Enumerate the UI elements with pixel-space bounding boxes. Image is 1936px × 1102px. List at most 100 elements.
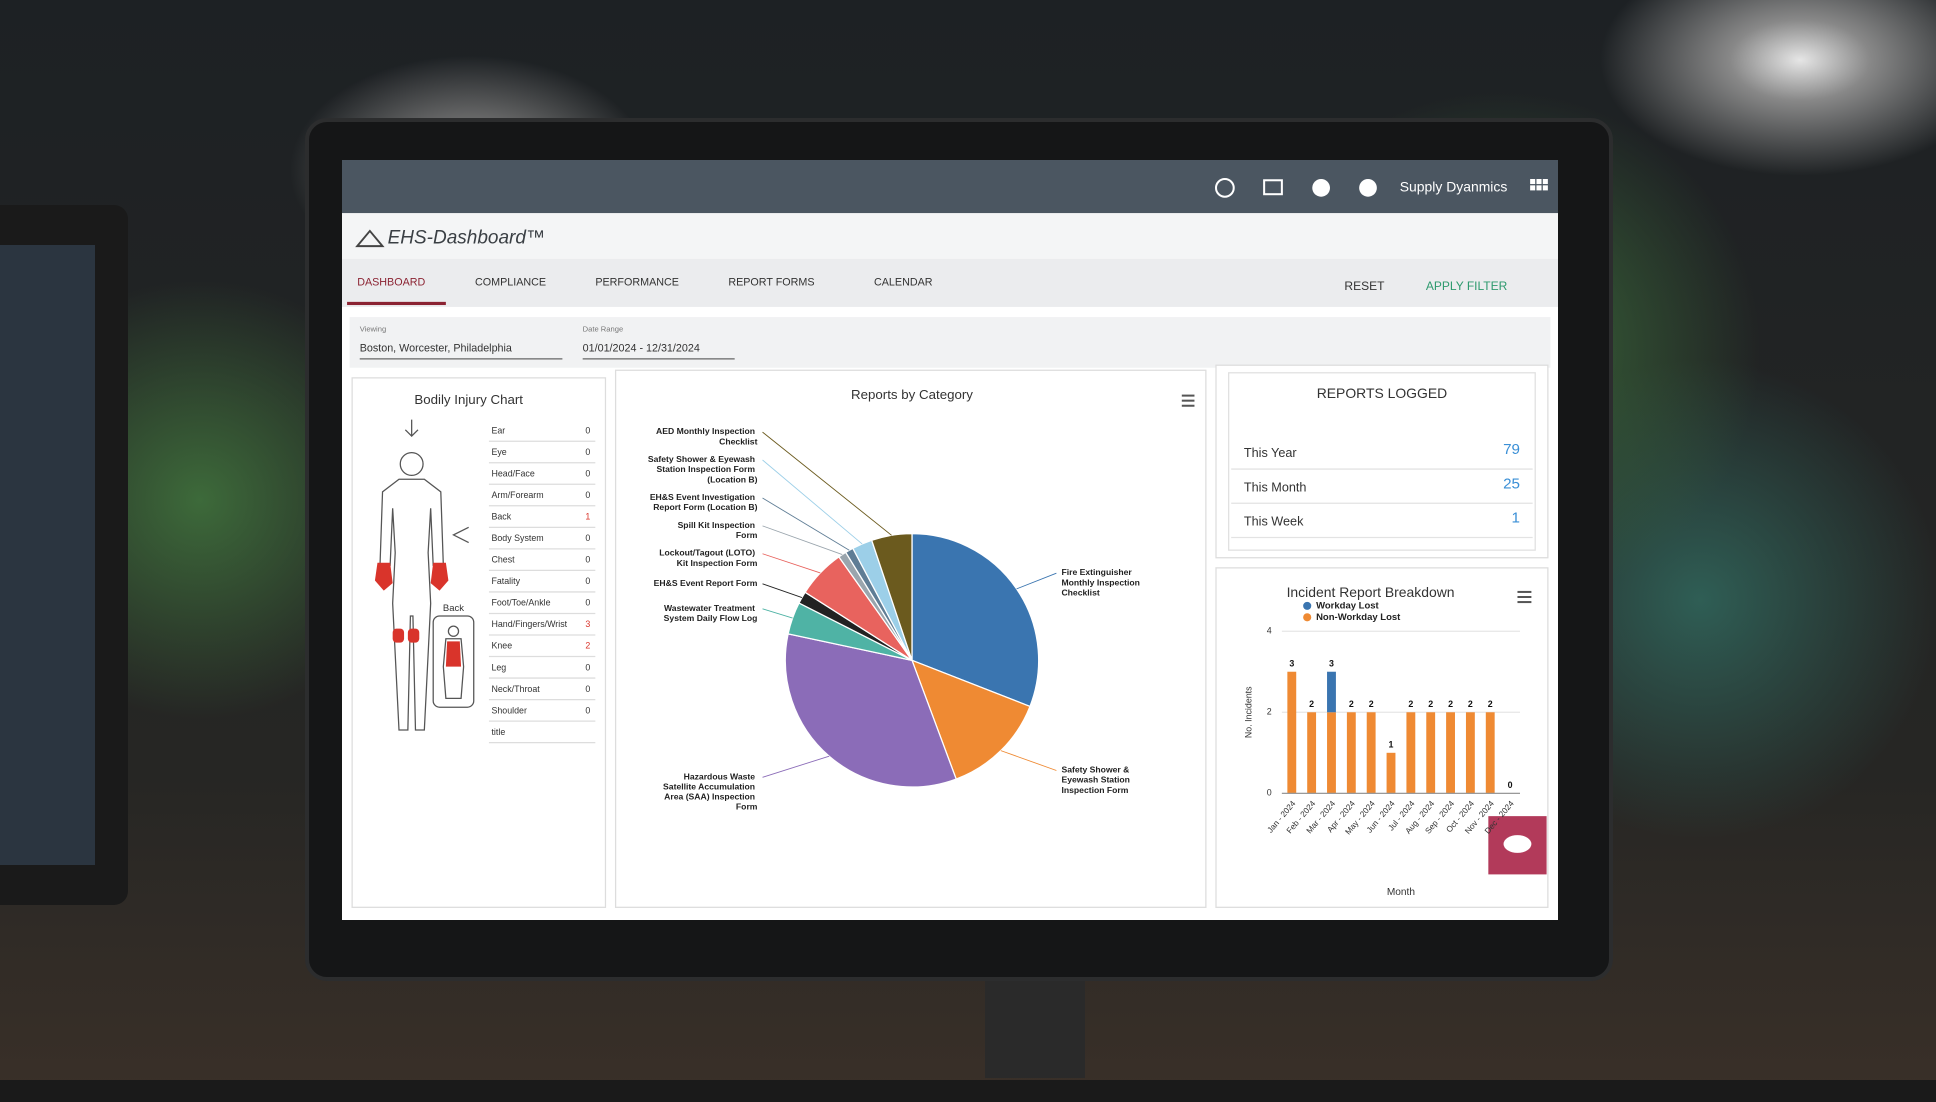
bar-segment <box>1446 712 1455 794</box>
reports-title: REPORTS LOGGED <box>1317 385 1447 401</box>
reports-box <box>1228 372 1536 551</box>
body-part-count: 0 <box>585 576 590 586</box>
bar-segment <box>1346 712 1356 794</box>
x-axis-label: Month <box>1387 887 1415 898</box>
back-label: Back <box>443 603 464 614</box>
stack-label: 1 <box>1389 740 1394 750</box>
body-part-label: Head/Face <box>491 468 534 478</box>
report-period: This Month <box>1244 480 1307 494</box>
nav-tab[interactable]: DASHBOARD <box>357 277 425 289</box>
brand-logo <box>355 229 385 248</box>
nav-tab[interactable]: COMPLIANCE <box>475 277 546 289</box>
side-monitor <box>0 205 128 905</box>
body-injury-marks <box>374 562 462 667</box>
body-part-count: 0 <box>585 555 590 565</box>
bar-segment <box>1307 712 1317 794</box>
stack-label: 2 <box>1448 699 1453 709</box>
top-bar <box>342 160 1558 214</box>
bar-segment <box>1287 671 1297 794</box>
body-panel <box>351 377 607 908</box>
stack-label: 2 <box>1369 699 1374 709</box>
body-part-label: Chest <box>491 555 515 565</box>
folder-icon[interactable] <box>1263 179 1283 196</box>
stack-label: 2 <box>1408 699 1413 709</box>
legend-swatch <box>1303 601 1312 610</box>
body-part-count: 1 <box>585 512 590 522</box>
y-tick-label: 0 <box>1267 788 1272 798</box>
pie-label: Safety Shower & Eyewash Station Inspecti… <box>1061 765 1132 795</box>
user-name[interactable]: Supply Dyanmics <box>1400 179 1508 195</box>
pie-label: Hazardous Waste Satellite Accumulation A… <box>663 772 758 812</box>
bar-segment <box>1327 671 1336 713</box>
pie-leader <box>762 755 830 778</box>
brand-row <box>342 213 1558 259</box>
legend-label[interactable]: Workday Lost <box>1316 600 1379 611</box>
nav-tab[interactable]: PERFORMANCE <box>595 277 679 289</box>
side-screen <box>0 245 95 865</box>
pie-label: EH&S Event Investigation Report Form (Lo… <box>650 492 758 512</box>
body-part-label: Leg <box>491 662 506 672</box>
report-count: 25 <box>1503 475 1520 492</box>
add-icon[interactable] <box>1214 177 1235 198</box>
body-part-count: 0 <box>585 425 590 435</box>
filter-label: Viewing <box>360 325 386 334</box>
reports-panel <box>1215 364 1549 559</box>
body-part-label: Arm/Forearm <box>491 490 543 500</box>
active-tab-underline <box>347 301 446 306</box>
y-tick-label: 4 <box>1267 626 1272 636</box>
pie-label: Spill Kit Inspection Form <box>678 520 758 540</box>
legend-label[interactable]: Non-Workday Lost <box>1316 612 1401 623</box>
chat-icon <box>1503 835 1532 853</box>
stack-label: 3 <box>1329 658 1334 668</box>
body-part-count: 0 <box>585 598 590 608</box>
nav-tab[interactable]: REPORT FORMS <box>728 277 814 289</box>
pie-label: Wastewater Treatment System Daily Flow L… <box>664 603 758 623</box>
y-tick-label: 2 <box>1267 707 1272 717</box>
pie-leader <box>1000 750 1057 771</box>
stack-label: 2 <box>1349 699 1354 709</box>
filter-value[interactable]: 01/01/2024 - 12/31/2024 <box>583 343 700 355</box>
bar-segment <box>1386 752 1396 794</box>
body-part-count: 2 <box>585 641 590 651</box>
pie-leader <box>762 459 863 545</box>
pie-leader <box>762 497 850 551</box>
filter-value[interactable]: Boston, Worcester, Philadelphia <box>360 343 512 355</box>
pie-leader <box>762 583 803 599</box>
apps-icon[interactable] <box>1530 179 1548 191</box>
filter-row <box>349 317 1551 368</box>
stack-label: 2 <box>1488 699 1493 709</box>
body-chart-title: Bodily Injury Chart <box>414 392 523 407</box>
body-part-label: title <box>491 727 505 737</box>
body-part-count: 0 <box>585 684 590 694</box>
account-icon[interactable] <box>1359 179 1377 197</box>
body-part-label: Shoulder <box>491 705 527 715</box>
body-part-label: Fatality <box>491 576 520 586</box>
report-period: This Week <box>1244 515 1304 529</box>
report-period: This Year <box>1244 446 1297 460</box>
bar-segment <box>1406 712 1416 794</box>
report-count: 79 <box>1503 441 1520 458</box>
nav-tab[interactable]: CALENDAR <box>874 277 933 289</box>
pie-slice <box>784 633 957 788</box>
stack-label: 0 <box>1508 780 1513 790</box>
body-part-count: 0 <box>585 662 590 672</box>
pie-label: AED Monthly Inspection Checklist <box>656 426 758 446</box>
stack-label: 2 <box>1428 699 1433 709</box>
pie-leader <box>762 525 843 556</box>
bar-menu-icon[interactable] <box>1517 590 1532 604</box>
pie-leader <box>762 431 892 536</box>
help-icon[interactable] <box>1312 179 1330 197</box>
body-part-label: Ear <box>491 425 505 435</box>
pie-leader <box>762 553 821 574</box>
apply-filter-button[interactable]: APPLY FILTER <box>1426 279 1508 293</box>
body-part-count: 3 <box>585 619 590 629</box>
body-part-label: Back <box>491 512 511 522</box>
body-part-label: Hand/Fingers/Wrist <box>491 619 567 629</box>
chart-title: Incident Report Breakdown <box>1287 584 1455 600</box>
pie-menu-icon[interactable] <box>1181 394 1195 407</box>
filter-label: Date Range <box>583 325 624 334</box>
reset-button[interactable]: RESET <box>1344 279 1385 293</box>
body-part-count: 0 <box>585 468 590 478</box>
bar-segment <box>1465 712 1475 794</box>
